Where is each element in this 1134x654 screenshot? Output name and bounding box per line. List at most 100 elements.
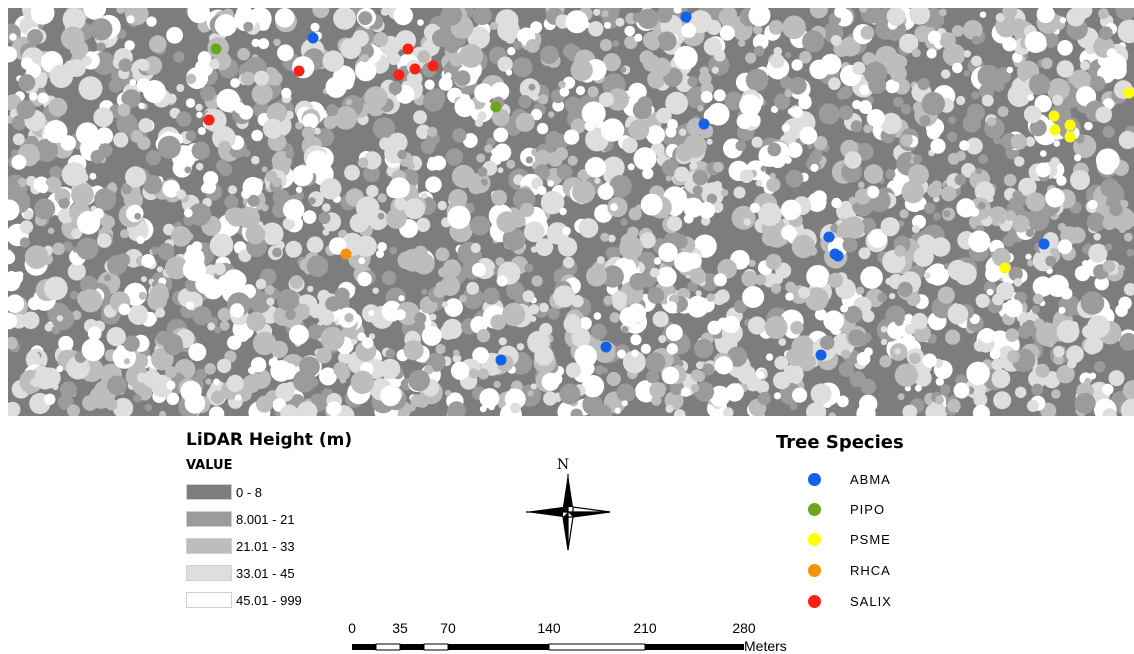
canopy-crown bbox=[769, 172, 776, 179]
canopy-crown bbox=[366, 184, 379, 198]
canopy-crown bbox=[554, 147, 569, 161]
canopy-crown bbox=[280, 404, 299, 416]
canopy-crown bbox=[1014, 156, 1025, 167]
canopy-crown bbox=[525, 39, 540, 53]
canopy-crown bbox=[992, 247, 1011, 267]
canopy-crown bbox=[452, 128, 467, 143]
canopy-crown bbox=[849, 371, 866, 388]
canopy-crown bbox=[496, 275, 508, 287]
canopy-crown bbox=[137, 225, 147, 235]
canopy-crown bbox=[951, 25, 964, 37]
canopy-crown bbox=[1033, 318, 1045, 329]
canopy-crown bbox=[1093, 361, 1106, 373]
canopy-crown bbox=[955, 150, 966, 161]
canopy-crown bbox=[1069, 226, 1086, 244]
canopy-crown bbox=[217, 307, 232, 322]
tree-point-abma bbox=[307, 32, 319, 44]
canopy-crown bbox=[535, 238, 554, 256]
canopy-crown bbox=[19, 220, 34, 234]
canopy-crown bbox=[540, 45, 559, 65]
canopy-crown bbox=[621, 400, 628, 407]
canopy-crown bbox=[1102, 125, 1115, 138]
canopy-crown bbox=[713, 161, 724, 173]
canopy-crown bbox=[963, 70, 971, 77]
canopy-crown bbox=[718, 8, 737, 27]
canopy-crown bbox=[594, 177, 601, 184]
canopy-crown bbox=[546, 222, 569, 245]
canopy-crown bbox=[245, 224, 266, 245]
canopy-crown bbox=[559, 207, 567, 216]
canopy-crown bbox=[285, 110, 294, 120]
scale-tick-label: 35 bbox=[392, 620, 408, 636]
canopy-crown bbox=[637, 8, 659, 29]
canopy-crown bbox=[90, 18, 113, 41]
canopy-crown bbox=[166, 26, 184, 44]
canopy-crown bbox=[216, 88, 240, 113]
canopy-crown bbox=[634, 33, 643, 42]
canopy-crown bbox=[124, 40, 135, 51]
canopy-crown bbox=[224, 194, 239, 209]
canopy-crown bbox=[877, 292, 888, 303]
canopy-crown bbox=[447, 205, 471, 229]
canopy-crown bbox=[157, 243, 175, 260]
canopy-crown bbox=[733, 186, 746, 199]
tree-point-salix bbox=[402, 43, 414, 55]
tree-point-psme bbox=[1064, 119, 1076, 131]
canopy-crown bbox=[156, 266, 163, 273]
canopy-crown bbox=[416, 217, 431, 232]
canopy-crown bbox=[388, 81, 402, 95]
canopy-crown bbox=[927, 30, 942, 44]
canopy-crown bbox=[459, 43, 484, 68]
canopy-crown bbox=[166, 380, 176, 390]
compass-rose-icon bbox=[526, 474, 611, 551]
canopy-crown bbox=[116, 8, 126, 14]
canopy-crown bbox=[138, 291, 147, 300]
canopy-crown bbox=[1087, 315, 1111, 339]
canopy-crown bbox=[901, 180, 925, 204]
species-legend-item: ABMA bbox=[808, 469, 891, 489]
canopy-crown bbox=[674, 251, 695, 273]
canopy-crown bbox=[67, 262, 86, 281]
canopy-crown bbox=[264, 284, 275, 295]
species-label: PIPO bbox=[850, 501, 886, 517]
canopy-crown bbox=[993, 391, 1012, 410]
canopy-crown bbox=[541, 372, 560, 391]
canopy-crown bbox=[229, 303, 245, 318]
canopy-crown bbox=[108, 78, 123, 93]
canopy-crown bbox=[755, 180, 763, 187]
canopy-crown bbox=[911, 48, 921, 58]
canopy-crown bbox=[986, 288, 994, 296]
canopy-crown bbox=[191, 241, 203, 252]
canopy-crown bbox=[537, 185, 547, 196]
canopy-crown bbox=[273, 38, 281, 47]
canopy-crown bbox=[752, 24, 763, 35]
canopy-crown bbox=[1123, 283, 1134, 296]
height-class-swatch bbox=[186, 592, 232, 608]
canopy-crown bbox=[395, 309, 406, 321]
canopy-crown bbox=[288, 249, 297, 258]
canopy-crown bbox=[261, 204, 269, 212]
canopy-crown bbox=[1034, 95, 1052, 113]
canopy-crown bbox=[868, 228, 888, 248]
species-marker-icon bbox=[808, 594, 821, 608]
canopy-crown bbox=[333, 361, 349, 377]
canopy-crown bbox=[612, 40, 620, 47]
canopy-crown bbox=[1036, 8, 1055, 24]
canopy-crown bbox=[586, 265, 607, 287]
canopy-crown bbox=[722, 315, 740, 334]
canopy-crown bbox=[143, 175, 163, 195]
canopy-crown bbox=[1008, 197, 1021, 209]
canopy-crown bbox=[208, 406, 225, 416]
canopy-crown bbox=[407, 162, 415, 170]
canopy-crown bbox=[476, 329, 491, 343]
canopy-crown bbox=[912, 154, 923, 164]
canopy-crown bbox=[506, 281, 525, 300]
canopy-crown bbox=[169, 332, 177, 340]
canopy-crown bbox=[525, 156, 534, 164]
canopy-crown bbox=[266, 297, 275, 306]
canopy-crown bbox=[152, 36, 160, 44]
canopy-crown bbox=[26, 63, 41, 78]
canopy-crown bbox=[844, 151, 862, 169]
canopy-crown bbox=[425, 176, 442, 193]
canopy-crown bbox=[593, 8, 601, 16]
